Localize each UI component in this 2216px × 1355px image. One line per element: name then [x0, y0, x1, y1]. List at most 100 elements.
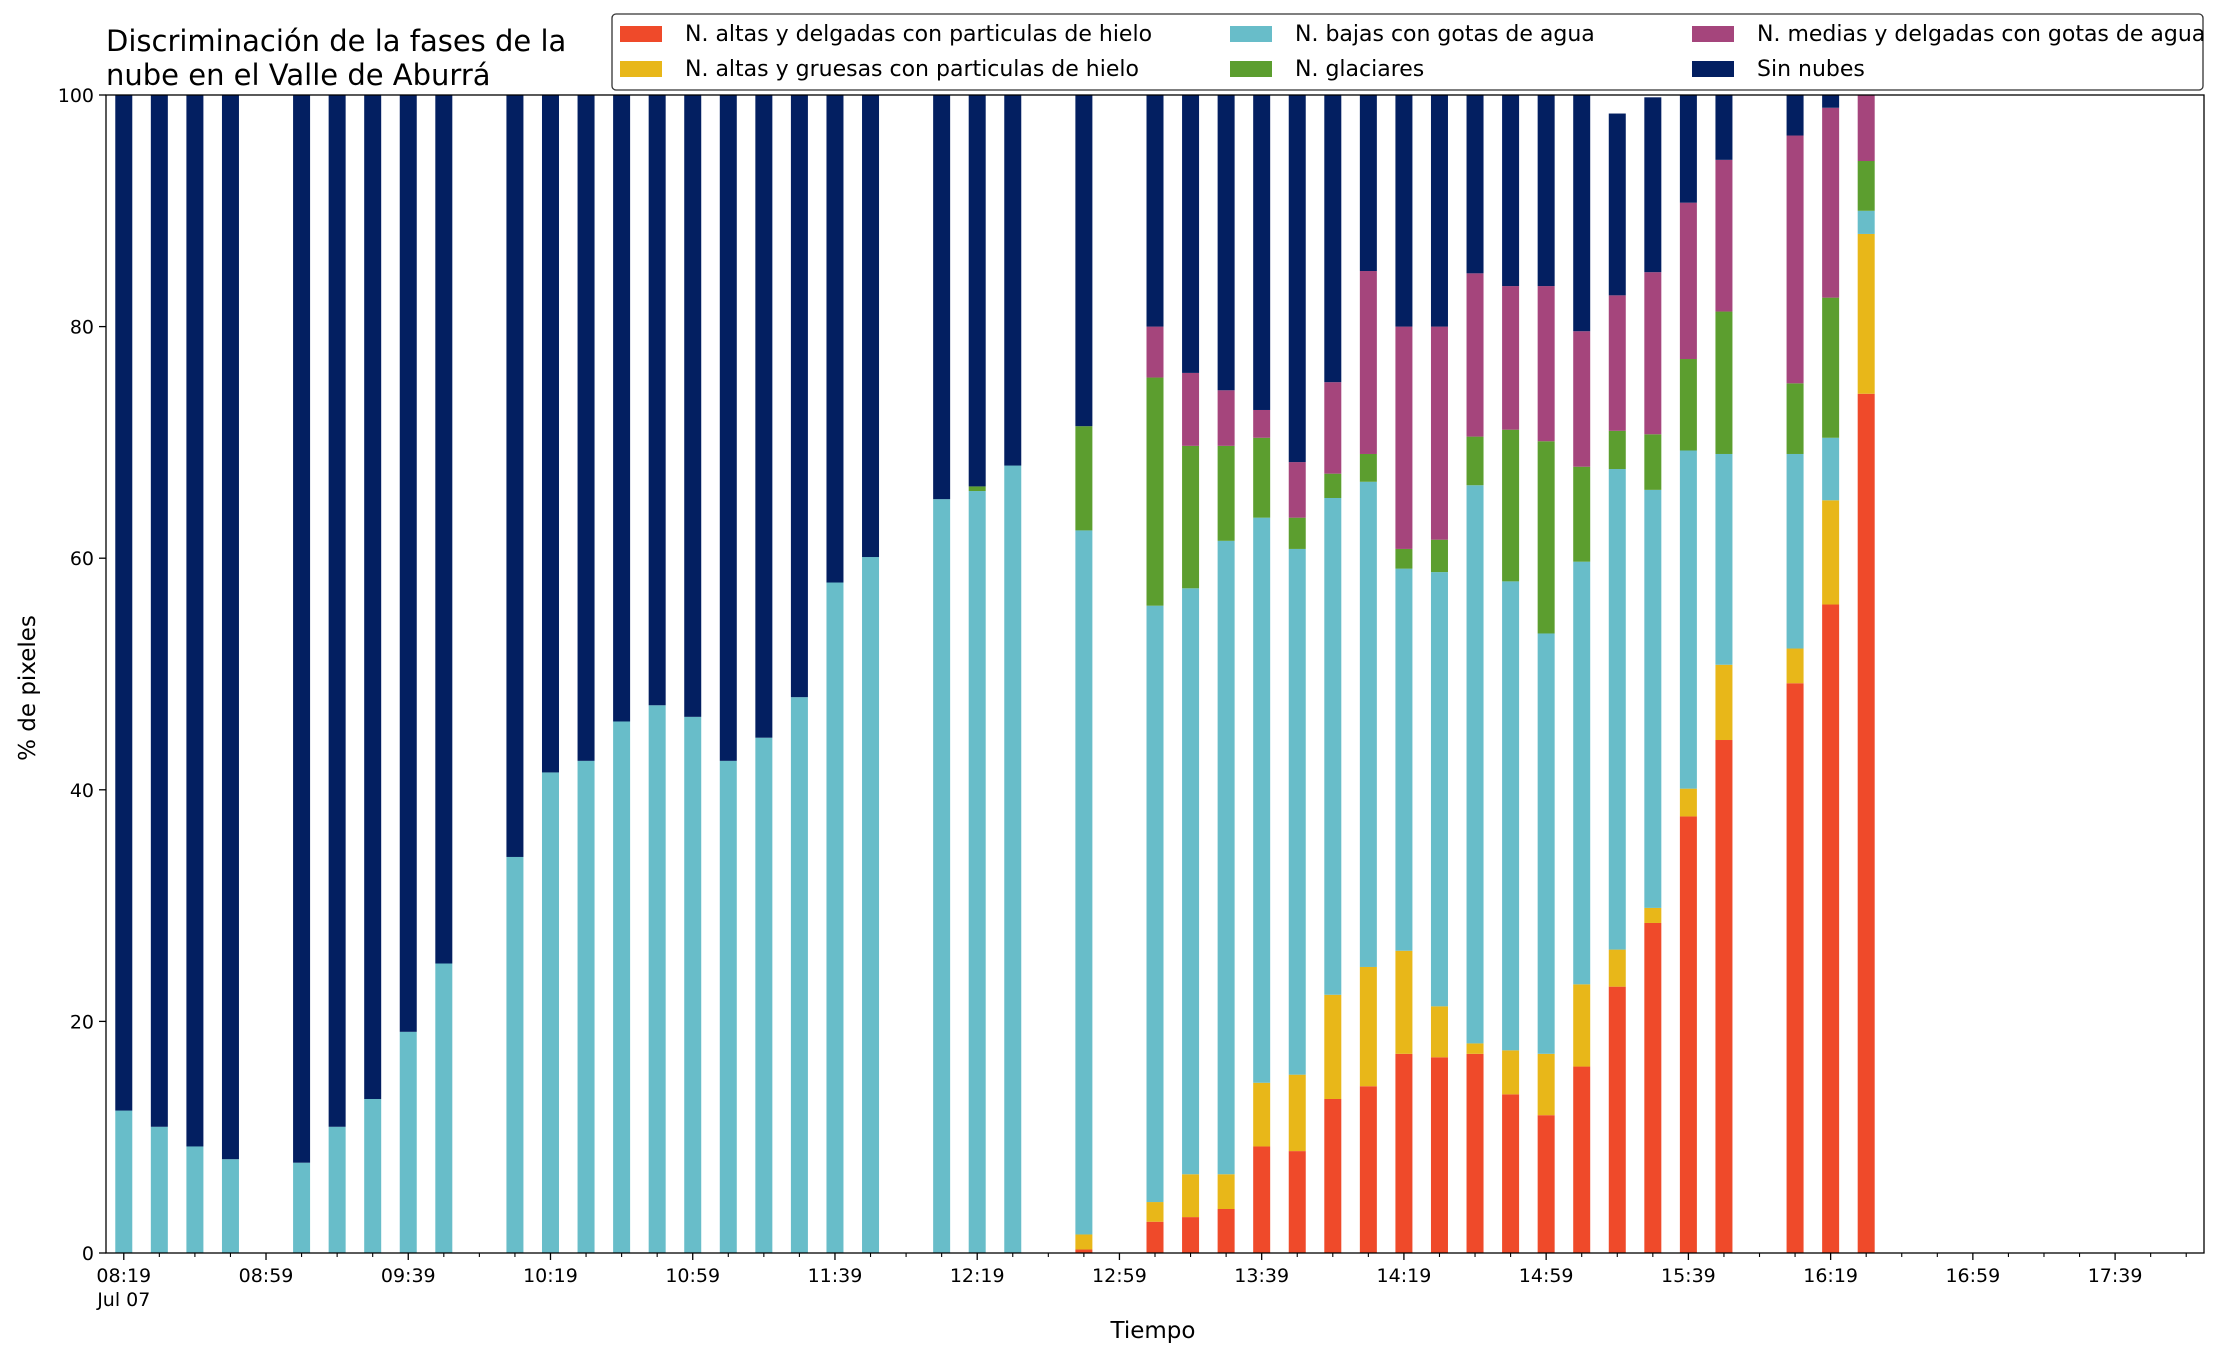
- bar-segment: [364, 95, 382, 1099]
- bar-segment: [1146, 326, 1164, 378]
- bar-segment: [1466, 485, 1484, 1044]
- x-tick-label: 08:19: [96, 1265, 151, 1287]
- bar-segment: [1182, 445, 1200, 589]
- legend-swatch: [620, 61, 662, 77]
- bar-segment: [790, 95, 808, 698]
- bar-segment: [1395, 95, 1413, 327]
- bar-segment: [1502, 1050, 1520, 1095]
- bar-segment: [1822, 95, 1840, 108]
- bar-segment: [1004, 95, 1022, 466]
- bar-segment: [293, 1162, 311, 1253]
- bar-segment: [1324, 497, 1342, 995]
- bar-segment: [328, 95, 346, 1127]
- bar-segment: [1075, 95, 1093, 427]
- bar-segment: [1857, 95, 1875, 162]
- bar-segment: [1182, 1217, 1200, 1253]
- legend-label: N. medias y delgadas con gotas de agua: [1757, 22, 2205, 47]
- bar-segment: [1644, 489, 1662, 908]
- bar-segment: [1644, 922, 1662, 1253]
- y-tick-label: 60: [70, 548, 94, 570]
- bar-segment: [1679, 450, 1697, 789]
- x-tick-label: 14:59: [1519, 1265, 1574, 1287]
- x-tick-label: 09:39: [381, 1265, 436, 1287]
- bar-segment: [1715, 664, 1733, 741]
- bar-segment: [1715, 740, 1733, 1253]
- bar-segment: [1146, 377, 1164, 606]
- bar-segment: [1324, 1098, 1342, 1253]
- bar-segment: [1786, 453, 1804, 649]
- bar-segment: [1359, 481, 1377, 967]
- bar-segment: [1182, 588, 1200, 1175]
- bar-segment: [1679, 359, 1697, 451]
- bar-segment: [399, 1031, 417, 1253]
- bar-segment: [1608, 986, 1626, 1253]
- bar-segment: [1644, 97, 1662, 273]
- bar-segment: [1253, 409, 1271, 438]
- bar-segment: [719, 760, 737, 1253]
- y-tick-label: 0: [82, 1243, 94, 1265]
- bar-segment: [968, 95, 986, 487]
- bar-segment: [1679, 202, 1697, 360]
- bar-segment: [1502, 95, 1520, 287]
- bar-segment: [968, 491, 986, 1253]
- bar-segment: [1075, 1249, 1093, 1253]
- bar-segment: [1573, 561, 1591, 985]
- bar-segment: [826, 582, 844, 1253]
- bar-segment: [1146, 1221, 1164, 1253]
- x-tick-label: 13:39: [1234, 1265, 1289, 1287]
- y-tick-label: 100: [58, 85, 94, 107]
- bar-segment: [1288, 548, 1306, 1075]
- bar-segment: [435, 95, 453, 964]
- bar-segment: [648, 95, 666, 706]
- bar-segment: [1324, 95, 1342, 383]
- bar-segment: [150, 1126, 168, 1253]
- legend-swatch: [1692, 26, 1734, 42]
- bar-segment: [1857, 161, 1875, 211]
- bar-segment: [1502, 581, 1520, 1051]
- bar-segment: [293, 95, 311, 1163]
- bar-segment: [1466, 436, 1484, 486]
- bar-segment: [364, 1098, 382, 1253]
- bar-segment: [1715, 453, 1733, 665]
- bar-segment: [1715, 311, 1733, 454]
- bar-segment: [1466, 1053, 1484, 1253]
- bar-segment: [221, 1159, 239, 1253]
- bar-segment: [1253, 517, 1271, 1083]
- bar-segment: [1466, 1043, 1484, 1054]
- bar-segment: [1822, 107, 1840, 298]
- bar-segment: [1288, 462, 1306, 518]
- bar-segment: [1679, 95, 1697, 203]
- chart-title-line-2: nube en el Valle de Aburrá: [106, 58, 491, 92]
- bar-segment: [1537, 1115, 1555, 1253]
- legend-swatch: [1692, 61, 1734, 77]
- bar-segment: [1253, 1146, 1271, 1253]
- bar-segment: [1395, 1053, 1413, 1253]
- bar-segment: [1217, 445, 1235, 541]
- bar-segment: [577, 95, 595, 761]
- x-tick-date-label: Jul 07: [96, 1289, 150, 1311]
- bar-segment: [1857, 393, 1875, 1253]
- chart-title: Discriminación de la fases de la nube en…: [106, 24, 566, 92]
- bar-segment: [115, 1110, 133, 1253]
- y-axis-title: % de pixeles: [15, 615, 41, 761]
- bar-segment: [1786, 95, 1804, 136]
- bar-segment: [1822, 437, 1840, 501]
- bar-segment: [1644, 272, 1662, 435]
- bar-segment: [1430, 539, 1448, 573]
- bar-segment: [1644, 434, 1662, 490]
- bar-segment: [1715, 159, 1733, 312]
- legend-label: Sin nubes: [1757, 57, 1865, 82]
- bar-segment: [862, 95, 880, 558]
- legend-label: N. bajas con gotas de agua: [1295, 22, 1595, 47]
- bar-segment: [1359, 453, 1377, 482]
- bar-segment: [1217, 540, 1235, 1175]
- bar-segment: [1359, 966, 1377, 1087]
- y-tick-label: 40: [70, 780, 94, 802]
- legend-box: [611, 13, 2204, 91]
- bar-segment: [1573, 331, 1591, 467]
- bar-segment: [577, 760, 595, 1253]
- bar-segment: [862, 557, 880, 1253]
- bar-segment: [933, 499, 951, 1253]
- bar-segment: [1395, 548, 1413, 569]
- chart-title-line-1: Discriminación de la fases de la: [106, 24, 566, 58]
